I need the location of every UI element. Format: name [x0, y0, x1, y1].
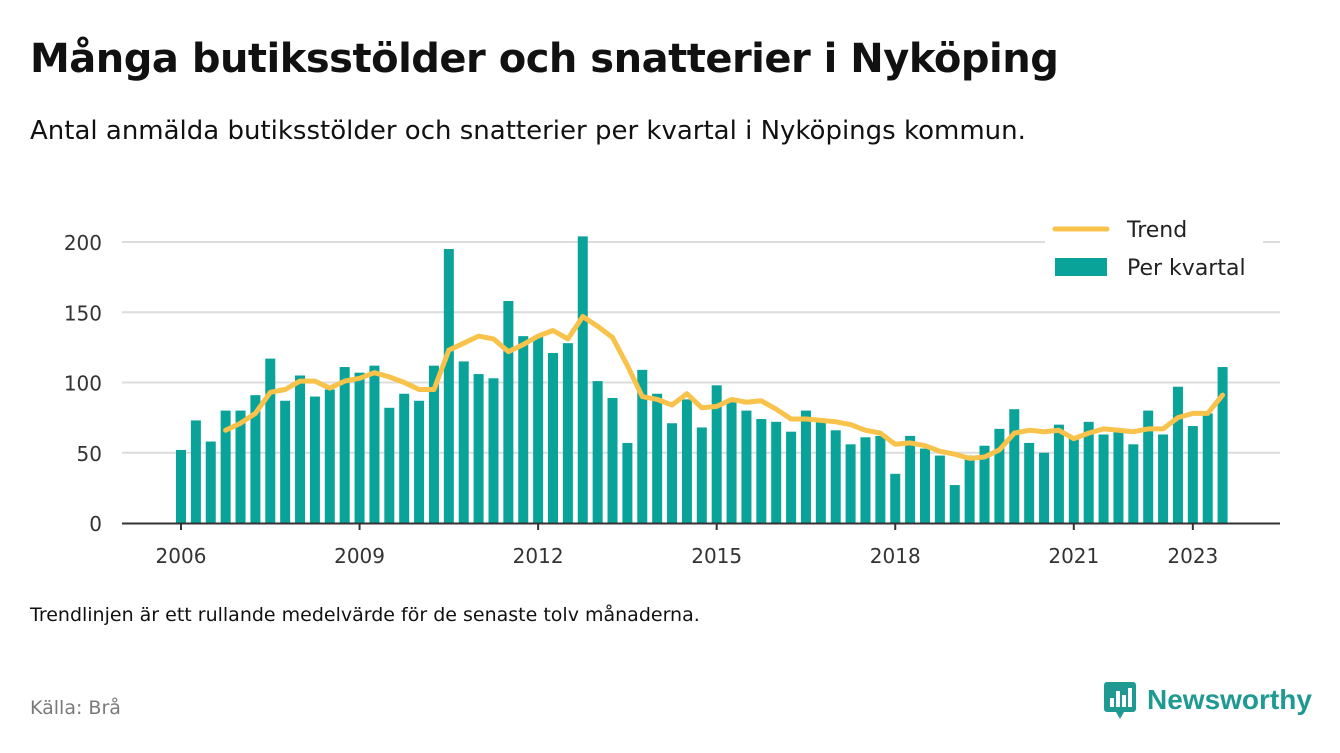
bar: [934, 455, 945, 523]
bar: [1039, 452, 1050, 523]
bar: [518, 336, 529, 523]
bar: [800, 410, 811, 523]
bar: [637, 369, 648, 523]
bar: [399, 393, 410, 523]
bar: [354, 372, 365, 523]
bar: [890, 473, 901, 523]
y-tick-label: 100: [64, 372, 102, 396]
x-tick-label: 2023: [1167, 544, 1218, 568]
bar: [652, 393, 663, 523]
bar: [488, 378, 499, 523]
bar: [1098, 434, 1109, 523]
bar: [875, 435, 886, 523]
bar: [1187, 426, 1198, 523]
bar: [280, 400, 291, 523]
bar-series: [176, 236, 1228, 523]
chart: 0 50 100 150 200 2006 2009 2012 2015 2018 2021 202…: [63, 207, 1280, 568]
brand-name: Newsworthy: [1147, 684, 1312, 715]
bar: [205, 441, 216, 523]
bar: [1053, 424, 1064, 523]
legend-bars-label: Per kvartal: [1127, 256, 1246, 281]
x-tick-label: 2012: [513, 544, 564, 568]
trend-line: [223, 314, 1226, 461]
bar: [667, 423, 678, 523]
bar: [964, 455, 975, 523]
chart-subtitle: Antal anmälda butiksstölder och snatteri…: [30, 116, 1026, 146]
bar: [339, 367, 350, 523]
bar: [1158, 434, 1169, 523]
bar: [994, 428, 1005, 523]
bar: [1009, 409, 1020, 523]
bar: [458, 361, 469, 523]
bar: [1024, 442, 1035, 523]
bar: [771, 421, 782, 523]
bar: [473, 374, 484, 523]
bar: [920, 448, 930, 523]
bar: [711, 385, 722, 523]
y-tick-label: 0: [89, 512, 102, 536]
bar: [235, 410, 246, 523]
bar: [533, 336, 544, 523]
bar: [1068, 438, 1079, 523]
x-tick-label: 2018: [870, 544, 921, 568]
bar: [428, 365, 439, 523]
bar: [592, 381, 603, 523]
source-label: Källa: Brå: [30, 697, 121, 719]
legend-bars-swatch: [1055, 258, 1107, 276]
bar: [176, 449, 186, 523]
bar: [548, 352, 558, 523]
bar: [979, 445, 990, 523]
x-tick-label: 2006: [156, 544, 207, 568]
bar: [369, 365, 380, 523]
x-tick-label: 2021: [1048, 544, 1099, 568]
bar: [250, 395, 261, 523]
bar: [384, 407, 395, 523]
bar: [1143, 410, 1154, 523]
bar: [190, 420, 201, 523]
y-tick-label: 150: [64, 301, 102, 325]
bar: [1113, 431, 1124, 523]
footnote: Trendlinjen är ett rullande medelvärde f…: [30, 604, 700, 626]
x-tick-label: 2015: [691, 544, 742, 568]
y-axis-ticks: 0 50 100 150 200: [64, 231, 102, 536]
bar: [845, 444, 856, 523]
bar: [949, 485, 960, 523]
bar: [786, 431, 797, 523]
bar: [577, 236, 588, 523]
bar: [1128, 444, 1139, 523]
bar: [726, 402, 737, 523]
legend-trend-label: Trend: [1126, 218, 1187, 243]
bar: [607, 397, 618, 523]
x-axis-ticks: 2006 2009 2012 2015 2018 2021 2023: [156, 523, 1218, 568]
y-tick-label: 50: [77, 442, 102, 466]
bar: [295, 375, 306, 523]
bar: [309, 396, 320, 523]
bar: [741, 410, 752, 523]
bar: [443, 249, 454, 523]
bar: [324, 389, 335, 523]
bar: [860, 437, 871, 523]
bar: [815, 421, 826, 523]
y-tick-label: 200: [64, 231, 102, 255]
legend: Trend Per kvartal: [1045, 207, 1263, 289]
bar: [1172, 386, 1183, 523]
bar: [562, 343, 573, 523]
bar: [696, 427, 707, 523]
bar: [503, 301, 514, 523]
bar: [220, 410, 231, 523]
bar: [756, 419, 767, 523]
bar: [622, 442, 633, 523]
newsworthy-logo-icon: [1104, 682, 1136, 719]
bar: [265, 358, 276, 523]
chart-title: Många butiksstölder och snatterier i Nyk…: [30, 36, 1059, 82]
x-tick-label: 2009: [334, 544, 385, 568]
bar: [414, 400, 425, 523]
brand-logo[interactable]: Newsworthy: [1103, 680, 1312, 720]
bar: [681, 399, 692, 523]
bar: [830, 430, 841, 523]
bar: [1083, 421, 1094, 523]
bar: [905, 435, 916, 523]
bar: [1202, 413, 1213, 523]
bar: [1217, 367, 1228, 523]
